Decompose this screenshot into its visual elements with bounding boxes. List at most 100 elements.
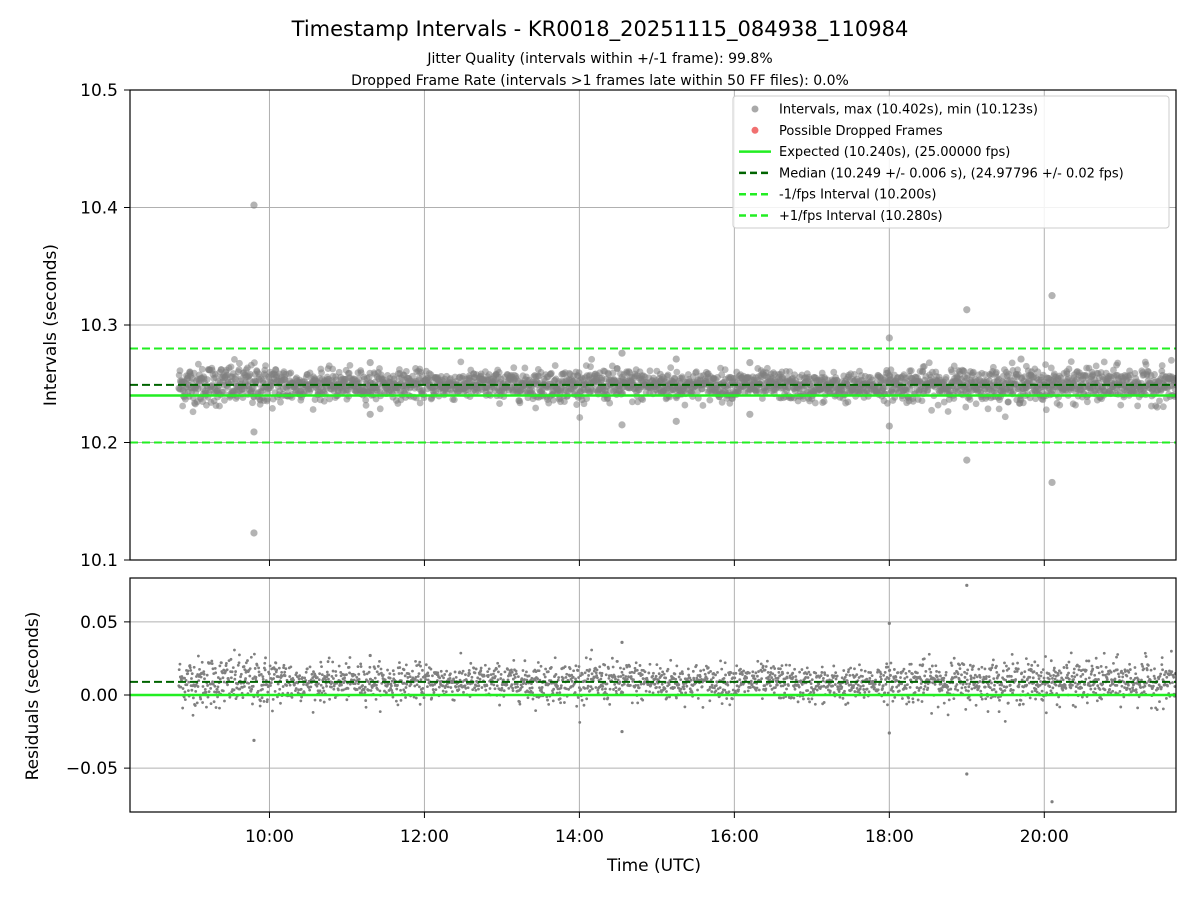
residual-point (238, 687, 242, 691)
residual-point (343, 676, 346, 680)
residual-point (861, 684, 865, 688)
residual-point (511, 677, 515, 681)
residual-point (459, 651, 463, 655)
residual-point (703, 672, 707, 676)
residual-point (411, 669, 414, 673)
residual-point (177, 668, 181, 672)
residual-point (1023, 670, 1027, 674)
residual-point (907, 700, 911, 704)
residual-point (820, 685, 823, 689)
residual-point (416, 675, 420, 678)
residual-point (663, 687, 667, 690)
residual-point (191, 713, 195, 717)
interval-point (510, 364, 518, 372)
residual-point (653, 677, 657, 681)
residual-point (454, 675, 458, 679)
residual-point (521, 669, 525, 672)
residual-point (643, 670, 647, 674)
residual-point (826, 674, 830, 677)
residual-point (988, 686, 992, 690)
residual-point (468, 672, 472, 676)
residual-point (800, 668, 804, 671)
residual-point (733, 676, 737, 680)
residual-point (257, 666, 261, 670)
residual-point (294, 689, 297, 693)
residual-point (328, 697, 331, 701)
residual-point (262, 699, 266, 703)
residual-point (586, 684, 590, 688)
residual-point (340, 683, 343, 687)
residual-point (461, 669, 465, 673)
residual-point (243, 685, 246, 688)
residual-point (464, 673, 467, 677)
residual-point (319, 683, 323, 687)
residual-point (441, 689, 445, 693)
residual-point (855, 686, 859, 690)
residual-point (967, 689, 970, 693)
residual-point (317, 682, 320, 686)
residual-point (391, 695, 395, 699)
residual-point (679, 687, 683, 691)
residual-point (339, 670, 343, 674)
interval-point (362, 396, 370, 404)
residual-point (883, 691, 887, 695)
residual-point (280, 671, 284, 674)
residual-point (208, 661, 212, 665)
residual-point (223, 699, 226, 703)
residual-point (989, 696, 993, 700)
interval-point (203, 376, 211, 383)
residual-point (644, 689, 648, 693)
residual-point (315, 676, 319, 679)
residual-point (221, 676, 225, 680)
residual-point (845, 673, 848, 677)
residual-point (434, 688, 438, 692)
x-tick-label: 16:00 (710, 827, 759, 847)
residual-point (755, 686, 759, 690)
residual-point (483, 663, 487, 667)
residual-point (403, 674, 407, 678)
residual-point (662, 672, 666, 676)
residual-point (378, 710, 382, 713)
residual-point (991, 663, 994, 667)
residual-point (402, 668, 406, 672)
residual-point (427, 674, 430, 678)
residual-point (765, 659, 769, 663)
residual-point (1021, 689, 1025, 693)
residual-point (277, 675, 280, 679)
residual-point (782, 696, 785, 700)
interval-point (251, 359, 258, 367)
residual-point (586, 677, 590, 681)
interval-point (583, 395, 591, 402)
residual-point (1051, 686, 1055, 690)
residual-point (614, 689, 618, 693)
residual-point (487, 673, 490, 677)
interval-point (1117, 401, 1125, 409)
residual-point (1032, 670, 1036, 674)
residual-point (185, 683, 189, 687)
residual-point (201, 701, 205, 704)
interval-point (721, 366, 729, 373)
residual-point (986, 710, 990, 713)
residual-point (618, 680, 622, 684)
residual-point (768, 673, 772, 677)
residual-point (246, 659, 249, 662)
residual-point (636, 684, 640, 687)
residual-point (498, 703, 501, 707)
residual-point (841, 696, 845, 700)
residual-point (414, 675, 418, 679)
residual-point (919, 686, 923, 689)
residual-point (267, 672, 271, 676)
chart-title: Timestamp Intervals - KR0018_20251115_08… (291, 17, 909, 42)
residual-point (923, 684, 927, 688)
residual-point (632, 678, 635, 682)
residual-point (419, 678, 423, 682)
residual-point (629, 675, 633, 678)
residual-point (661, 670, 665, 674)
interval-point (587, 363, 594, 371)
residual-point (395, 687, 399, 691)
residual-point (1018, 702, 1022, 706)
residual-point (201, 685, 205, 688)
residual-point (1039, 674, 1043, 678)
residual-point (462, 690, 465, 694)
interval-point (532, 404, 540, 412)
